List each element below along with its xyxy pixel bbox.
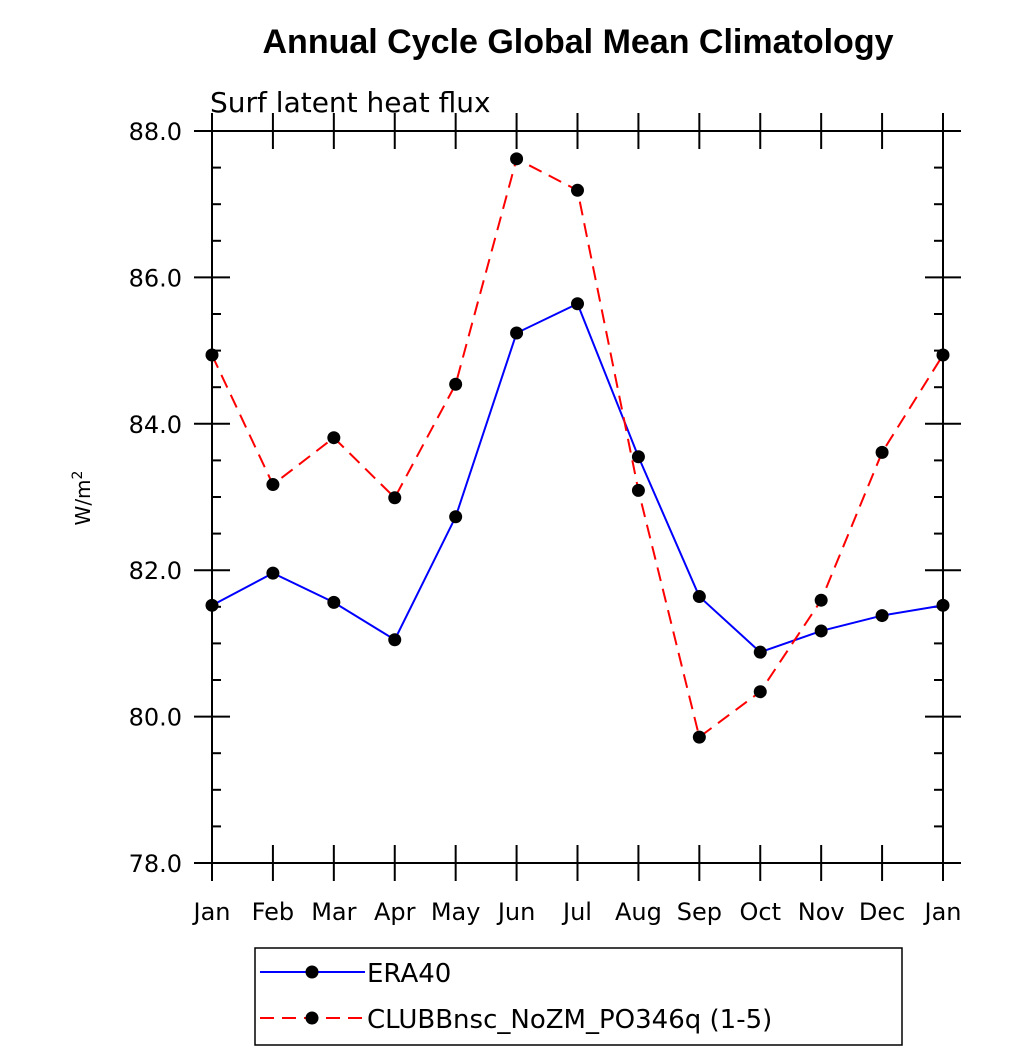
x-tick-label: Oct	[740, 898, 782, 926]
series-line	[211, 157, 944, 739]
x-tick-label: Aug	[615, 898, 662, 926]
x-tick-label: Mar	[311, 898, 356, 926]
legend-marker	[305, 965, 319, 979]
data-point	[510, 152, 524, 166]
data-point	[631, 450, 645, 464]
data-point	[266, 566, 280, 580]
plot-frame	[211, 130, 944, 864]
data-point	[205, 598, 219, 612]
x-tick-label: May	[431, 898, 481, 926]
y-axis-label-text: W/m	[71, 479, 95, 525]
x-tick-label: Jul	[561, 898, 592, 926]
data-point	[692, 590, 706, 604]
x-tick-label: Nov	[798, 898, 845, 926]
data-point	[692, 730, 706, 744]
data-point	[753, 685, 767, 699]
data-point	[510, 326, 524, 340]
y-tick-label: 84.0	[129, 411, 182, 439]
legend-marker	[305, 1011, 319, 1025]
data-point	[571, 183, 584, 197]
x-tick-label: Feb	[252, 898, 295, 926]
x-tick-label: Dec	[859, 898, 905, 926]
series-2	[205, 152, 950, 744]
legend-box	[254, 947, 903, 1046]
chart-subtitle: Surf latent heat flux	[210, 86, 491, 119]
series-line	[211, 302, 944, 654]
data-point	[875, 609, 889, 623]
x-tick-label: Jun	[496, 898, 536, 926]
data-point	[571, 297, 584, 311]
y-tick-label: 86.0	[129, 264, 182, 292]
y-axis-label-superscript: 2	[70, 471, 86, 480]
legend-entry-label: CLUBBnsc_NoZM_PO346q (1-5)	[367, 1005, 772, 1035]
data-point	[936, 348, 950, 362]
y-axis-label: W/m2	[70, 471, 95, 526]
chart-title: Annual Cycle Global Mean Climatology	[263, 23, 894, 61]
data-point	[875, 445, 889, 459]
x-tick-label: Jan	[192, 898, 231, 926]
data-point	[266, 478, 280, 492]
data-point	[205, 348, 219, 362]
x-tick-label: Sep	[677, 898, 722, 926]
data-point	[936, 598, 950, 612]
data-point	[327, 431, 341, 445]
x-tick-label: Jan	[923, 898, 962, 926]
data-point	[327, 595, 341, 609]
legend: ERA40 CLUBBnsc_NoZM_PO346q (1-5)	[254, 947, 903, 1046]
data-point	[631, 483, 645, 497]
data-point	[449, 510, 463, 524]
series-layer	[205, 152, 950, 744]
svg-text:W/m2: W/m2	[70, 471, 95, 526]
y-tick-label: 88.0	[129, 118, 182, 146]
data-point	[449, 377, 463, 391]
data-point	[388, 633, 402, 647]
data-point	[388, 491, 402, 505]
y-tick-label: 80.0	[129, 704, 182, 732]
series-1	[205, 297, 950, 659]
data-point	[814, 593, 828, 607]
y-tick-label: 78.0	[129, 850, 182, 878]
x-tick-label: Apr	[374, 898, 416, 926]
legend-entry-label: ERA40	[367, 959, 451, 989]
data-point	[814, 624, 828, 638]
y-tick-label: 82.0	[129, 557, 182, 585]
plot-axes: 78.0 80.0 82.0 84.0 86.0 88.0 Jan Feb Mar Apr May J…	[129, 113, 962, 926]
data-point	[753, 645, 767, 659]
